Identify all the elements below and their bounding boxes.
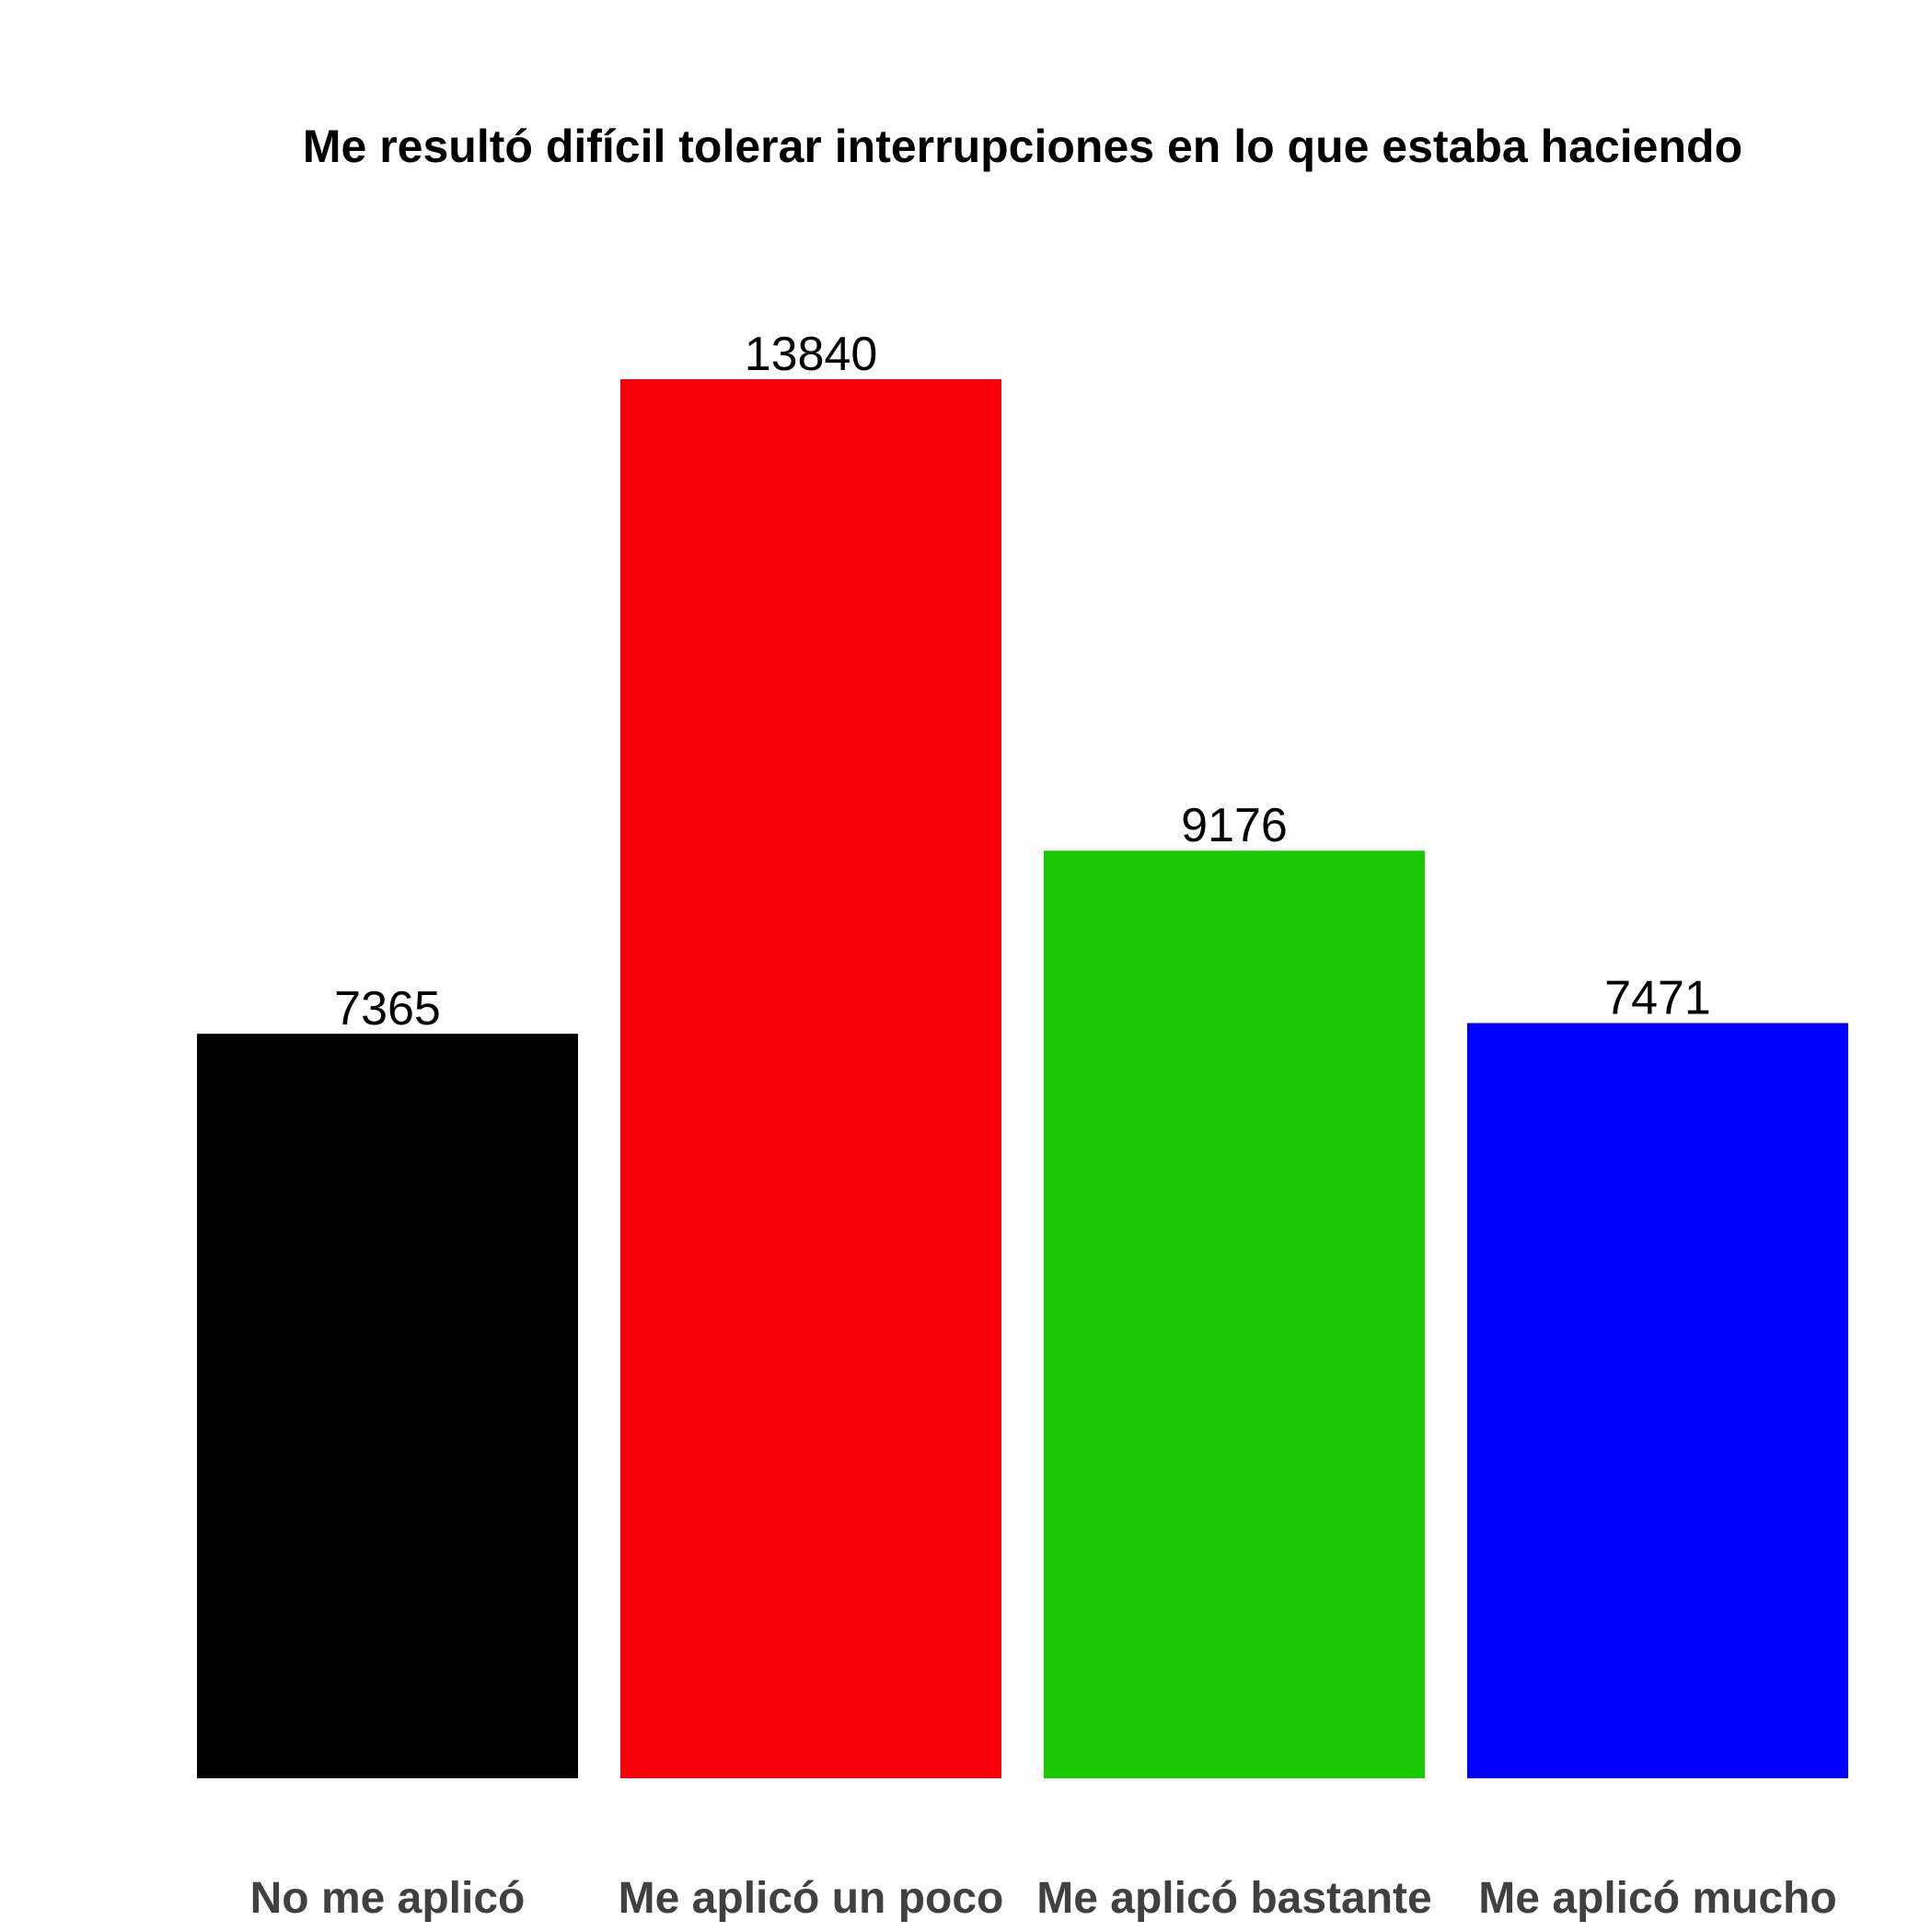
value-label-3: 7471 xyxy=(1604,971,1711,1024)
bar-0 xyxy=(197,1034,578,1778)
x-tick-label-1: Me aplicó un poco xyxy=(619,1874,1004,1923)
x-tick-label-0: No me aplicó xyxy=(250,1874,526,1923)
value-label-1: 13840 xyxy=(745,328,878,381)
bar-3 xyxy=(1467,1023,1848,1778)
bar-2 xyxy=(1044,850,1425,1778)
value-labels-group: 7365 13840 9176 7471 xyxy=(334,328,1711,1035)
bars-group xyxy=(197,379,1848,1778)
value-label-2: 9176 xyxy=(1181,799,1288,852)
value-label-0: 7365 xyxy=(334,982,441,1035)
x-tick-label-3: Me aplicó mucho xyxy=(1478,1874,1836,1923)
bar-1 xyxy=(620,379,1001,1778)
x-tick-label-2: Me aplicó bastante xyxy=(1036,1874,1431,1923)
chart-title: Me resultó difícil tolerar interrupcione… xyxy=(303,121,1742,172)
x-tick-labels-group: No me aplicó Me aplicó un poco Me aplicó b… xyxy=(250,1874,1837,1923)
